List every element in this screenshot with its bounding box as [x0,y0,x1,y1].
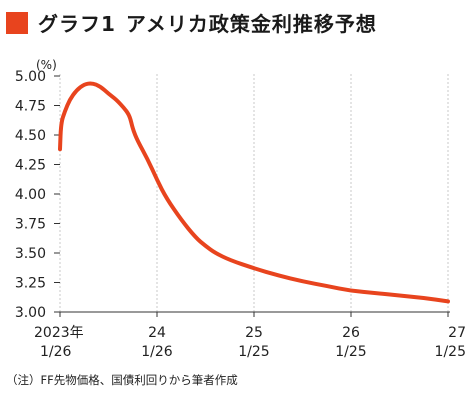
y-tick-label: 3.25 [15,276,46,292]
y-tick-label: 5.00 [15,69,46,85]
y-tick-label: 3.00 [15,305,46,321]
x-tick-label-date: 1/26 [141,344,173,360]
x-tick-label-year: 26 [342,325,360,341]
title-marker-square [6,11,28,34]
x-tick-label-year: 24 [148,325,166,341]
y-tick-label: 4.75 [15,99,46,115]
y-tick-label: 4.00 [15,187,46,203]
rate-forecast-line [58,81,450,304]
x-tick-label-date: 1/25 [238,344,269,360]
x-tick-label-year: 2023年 [34,325,84,341]
x-tick-label-date: 1/25 [435,344,466,360]
x-tick-label-year: 27 [448,325,466,341]
y-tick-label: 4.25 [15,158,46,174]
x-tick-label-year: 25 [245,325,263,341]
y-tick-label: 3.75 [15,217,46,233]
title-main: アメリカ政策金利推移予想 [125,12,377,36]
x-tick-label-date: 1/25 [335,344,366,360]
y-tick-label: 4.50 [15,128,46,144]
x-tick-label-date: 1/26 [40,344,72,360]
y-unit-label: (%) [36,58,57,72]
y-tick-label: 3.50 [15,246,46,262]
source-note: （注）FF先物価格、国債利回りから筆者作成 [6,373,238,387]
chart-title: グラフ1 アメリカ政策金利推移予想 [6,8,377,37]
title-prefix: グラフ1 [38,12,116,36]
